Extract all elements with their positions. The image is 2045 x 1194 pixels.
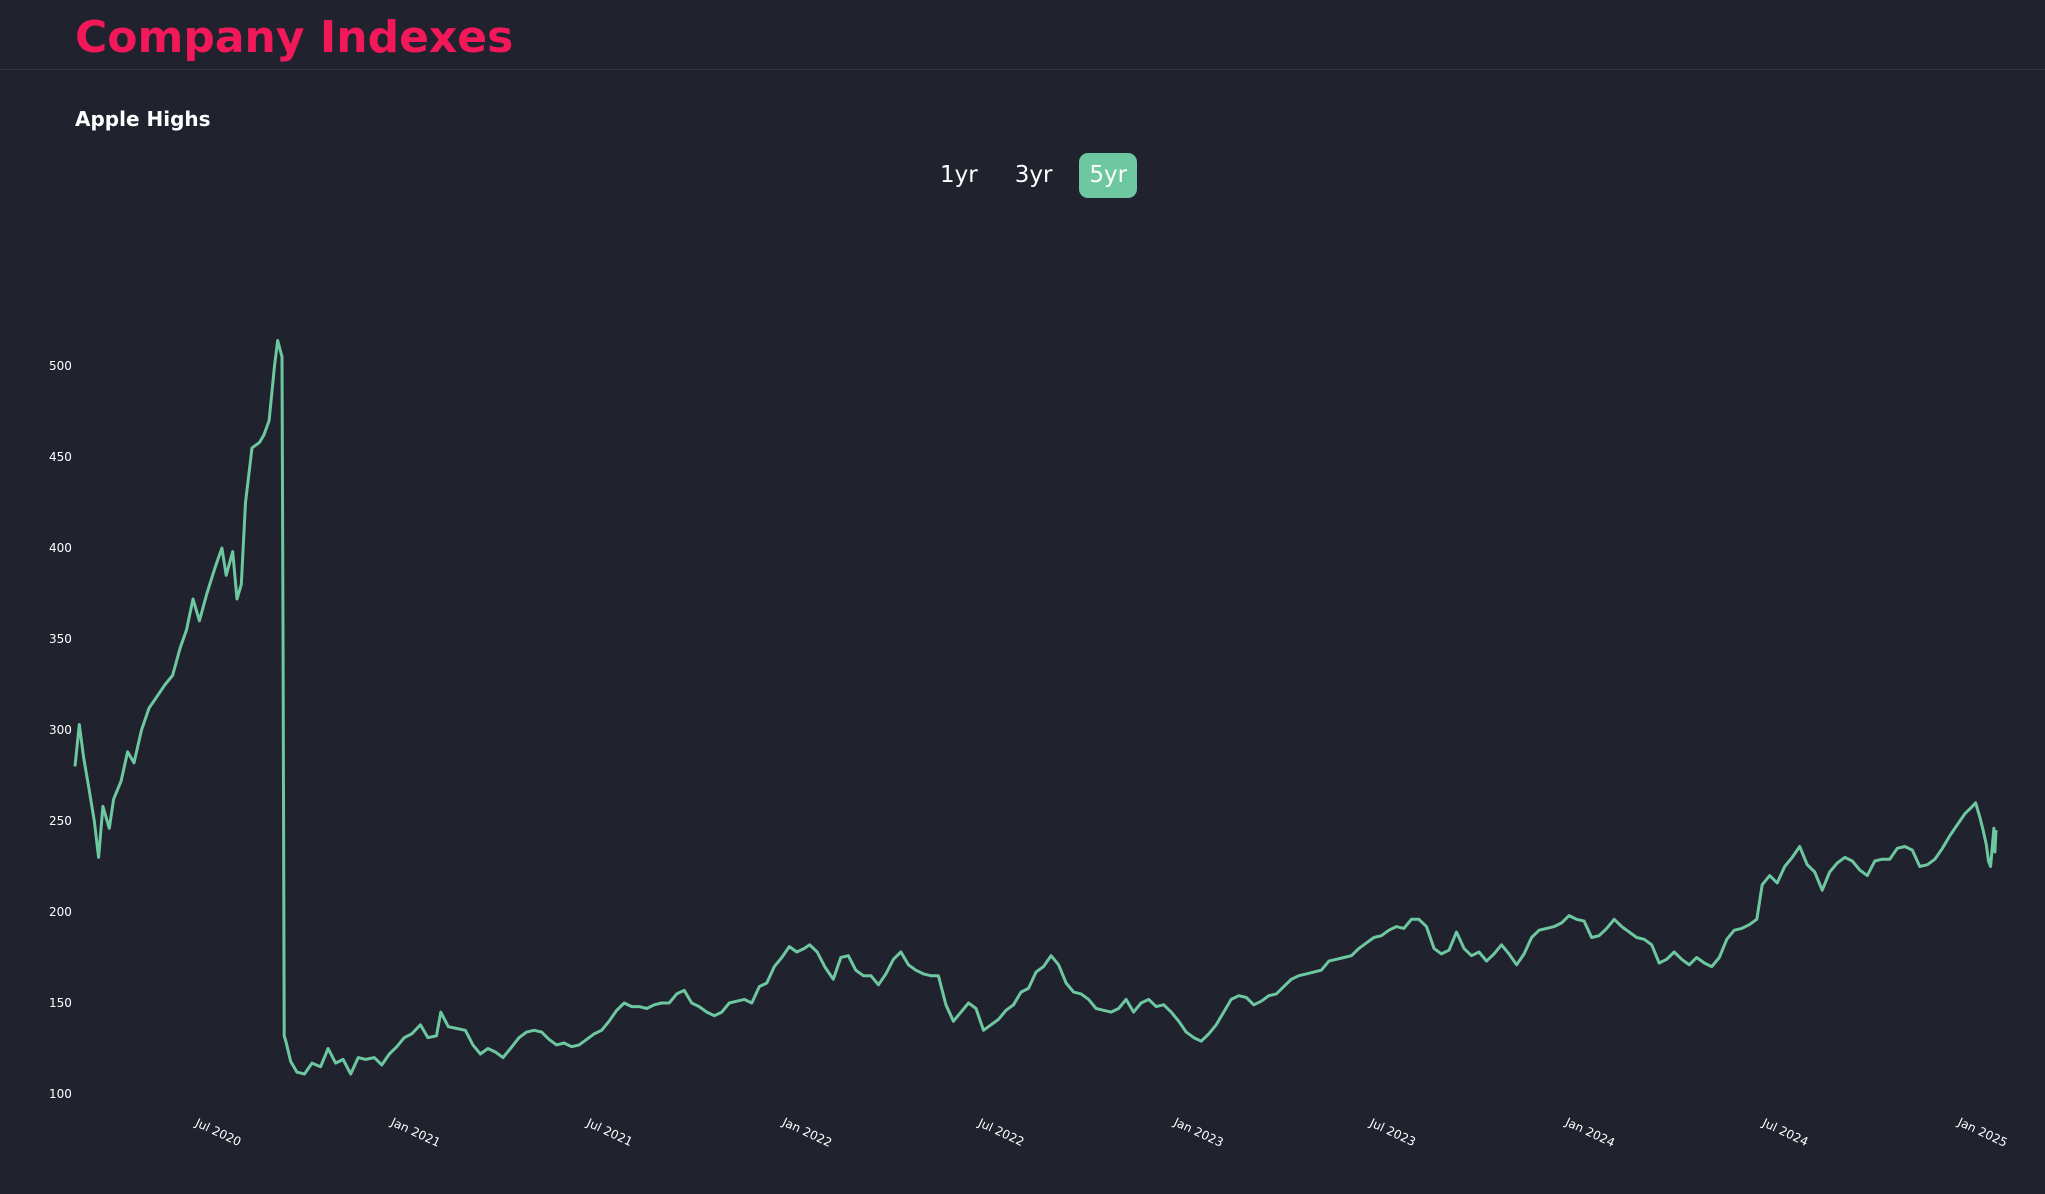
- range-button-1yr[interactable]: 1yr: [930, 153, 988, 198]
- x-tick-label: Jul 2020: [192, 1115, 243, 1149]
- page-title: Company Indexes: [75, 12, 514, 63]
- x-tick-label: Jul 2024: [1759, 1115, 1810, 1149]
- y-tick-label: 350: [49, 632, 72, 646]
- range-button-3yr[interactable]: 3yr: [1005, 153, 1063, 198]
- y-tick-label: 300: [49, 723, 72, 737]
- range-toggle: 1yr 3yr 5yr: [930, 153, 1138, 198]
- x-axis: Jul 2020 Jan 2021 Jul 2021 Jan 2022 Jul 2022…: [192, 1114, 2009, 1149]
- y-tick-label: 400: [49, 541, 72, 555]
- chart-title: Apple Highs: [75, 107, 211, 131]
- y-tick-label: 250: [49, 814, 72, 828]
- y-tick-label: 150: [49, 996, 72, 1010]
- y-tick-label: 200: [49, 905, 72, 919]
- series-group: [73, 339, 1998, 1076]
- x-tick-label: Jan 2025: [1955, 1114, 2010, 1149]
- x-tick-label: Jul 2023: [1367, 1115, 1418, 1149]
- x-tick-label: Jul 2021: [584, 1115, 635, 1149]
- y-axis: 100 150 200 250 300 350 400 450 500: [49, 359, 72, 1101]
- header-bar: Company Indexes: [0, 0, 2045, 70]
- y-tick-label: 100: [49, 1087, 72, 1101]
- y-tick-label: 450: [49, 450, 72, 464]
- x-tick-label: Jan 2023: [1171, 1114, 1226, 1149]
- x-tick-label: Jan 2022: [779, 1114, 834, 1149]
- range-button-5yr[interactable]: 5yr: [1079, 153, 1138, 198]
- x-tick-label: Jan 2021: [388, 1114, 443, 1149]
- y-tick-label: 500: [49, 359, 72, 373]
- x-tick-label: Jul 2022: [975, 1115, 1026, 1149]
- series-line: [73, 339, 1998, 1076]
- x-tick-label: Jan 2024: [1562, 1114, 1617, 1149]
